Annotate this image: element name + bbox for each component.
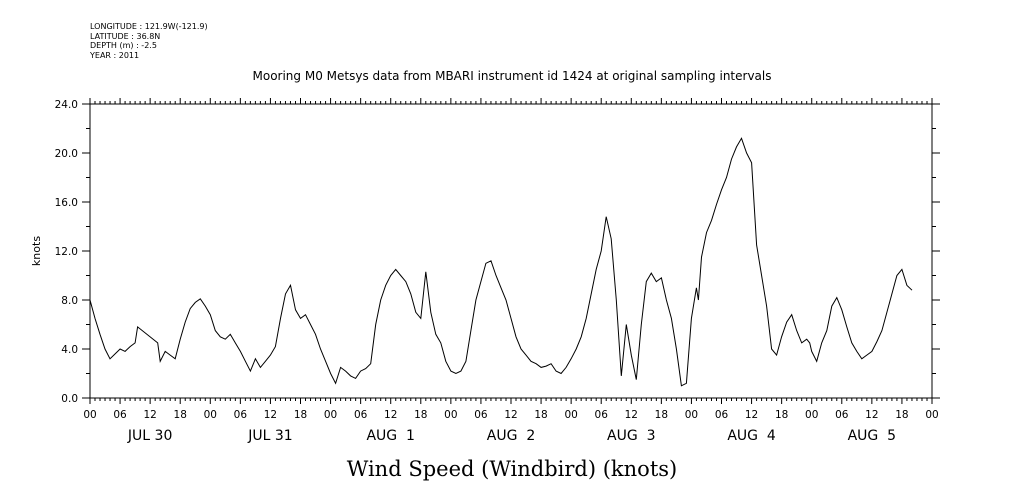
y-tick-label: 0.0 <box>61 393 78 405</box>
x-tick-label: 12 <box>264 409 277 421</box>
x-tick-label: 12 <box>625 409 638 421</box>
x-tick-label: 12 <box>745 409 758 421</box>
y-tick-label: 12.0 <box>55 246 78 258</box>
day-label: AUG 4 <box>727 428 776 444</box>
x-tick-label: 12 <box>143 409 156 421</box>
x-tick-label: 06 <box>234 409 248 421</box>
y-tick-label: 20.0 <box>55 148 78 160</box>
x-tick-label: 18 <box>414 409 427 421</box>
latitude-line: LATITUDE : 36.8N <box>90 31 161 41</box>
day-label: AUG 1 <box>366 428 414 444</box>
day-label: AUG 5 <box>848 428 896 444</box>
metadata-block: LONGITUDE : 121.9W(-121.9) LATITUDE : 36… <box>90 22 208 60</box>
x-tick-label: 06 <box>715 409 729 421</box>
x-tick-label: 12 <box>504 409 517 421</box>
y-tick-label: 8.0 <box>61 295 78 307</box>
y-tick-label: 24.0 <box>55 99 78 111</box>
plot-frame <box>89 103 933 399</box>
chart-title: Mooring M0 Metsys data from MBARI instru… <box>253 69 772 83</box>
x-tick-label: 18 <box>174 409 187 421</box>
x-tick-label: 06 <box>835 409 849 421</box>
x-tick-label: 18 <box>775 409 788 421</box>
day-label: AUG 2 <box>487 428 535 444</box>
x-tick-label: 00 <box>685 409 698 421</box>
x-tick-label: 00 <box>564 409 577 421</box>
x-tick-label: 12 <box>865 409 878 421</box>
x-tick-label: 18 <box>895 409 908 421</box>
x-tick-label: 06 <box>595 409 609 421</box>
y-tick-label: 4.0 <box>61 344 78 356</box>
x-tick-label: 00 <box>324 409 337 421</box>
x-tick-label: 00 <box>444 409 457 421</box>
x-tick-label: 00 <box>805 409 818 421</box>
wind-speed-line <box>89 137 913 387</box>
x-axis-label: Wind Speed (Windbird) (knots) <box>347 457 677 481</box>
longitude-line: LONGITUDE : 121.9W(-121.9) <box>90 22 208 31</box>
day-label: JUL 30 <box>127 428 172 444</box>
x-tick-label: 18 <box>534 409 547 421</box>
x-tick-label: 06 <box>113 409 127 421</box>
year-line: YEAR : 2011 <box>90 50 140 60</box>
x-tick-label: 00 <box>83 409 96 421</box>
x-tick-label: 06 <box>354 409 368 421</box>
x-tick-label: 06 <box>474 409 488 421</box>
x-tick-label: 12 <box>384 409 397 421</box>
depth-line: DEPTH (m) : -2.5 <box>90 41 157 50</box>
day-label: JUL 31 <box>247 428 292 444</box>
y-tick-label: 16.0 <box>55 197 78 209</box>
x-tick-label: 00 <box>204 409 217 421</box>
day-label: AUG 3 <box>607 428 655 444</box>
x-tick-label: 18 <box>655 409 668 421</box>
x-tick-label: 00 <box>925 409 938 421</box>
y-axis-label: knots <box>30 236 43 266</box>
x-tick-label: 18 <box>294 409 307 421</box>
